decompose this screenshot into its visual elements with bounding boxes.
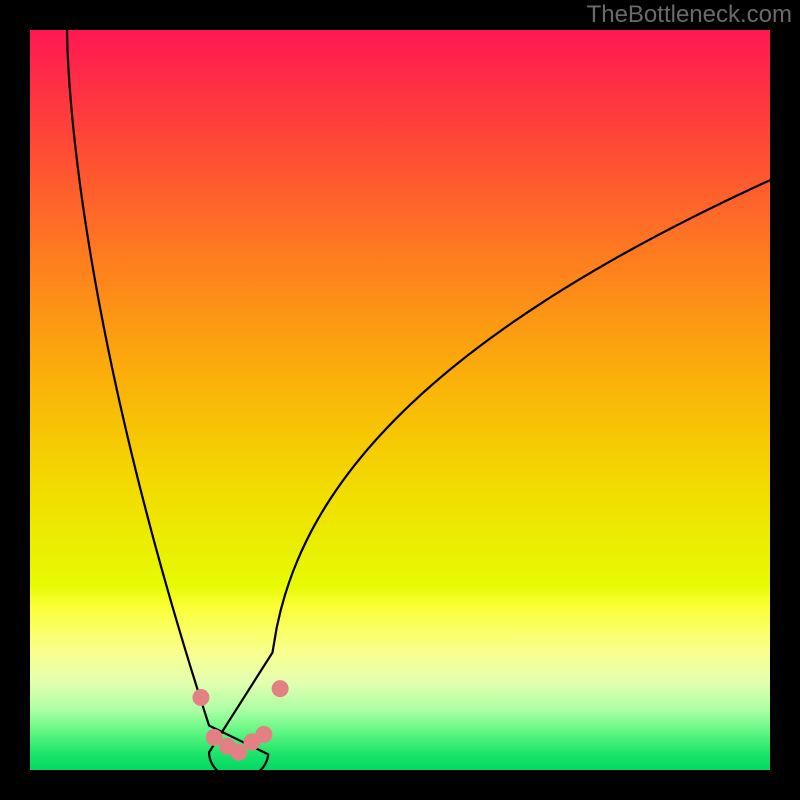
watermark-text: TheBottleneck.com [587,1,792,29]
curve-marker [192,689,209,706]
curve-marker [230,744,247,761]
curve-marker [272,680,289,697]
chart-stage: TheBottleneck.com [0,0,800,800]
gradient-background [30,30,770,770]
bottleneck-chart [30,30,770,770]
chart-svg [30,30,770,770]
curve-marker [255,726,272,743]
